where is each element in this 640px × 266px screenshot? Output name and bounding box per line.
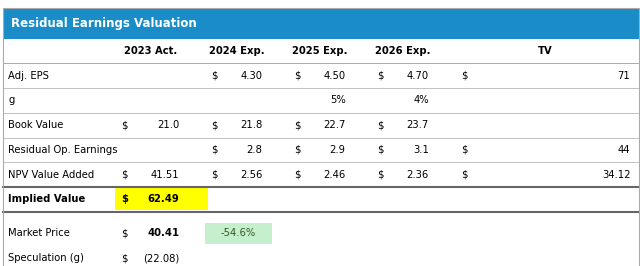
Text: 22.7: 22.7 — [323, 120, 346, 130]
Text: $: $ — [122, 170, 128, 180]
Text: 4.30: 4.30 — [241, 71, 262, 81]
Text: 21.8: 21.8 — [240, 120, 262, 130]
Text: 34.12: 34.12 — [602, 170, 630, 180]
Text: 2024 Exp.: 2024 Exp. — [209, 46, 264, 56]
Text: $: $ — [122, 228, 128, 238]
Text: $: $ — [211, 170, 218, 180]
Text: Speculation (g): Speculation (g) — [8, 253, 84, 263]
Text: $: $ — [378, 71, 384, 81]
Text: 4.50: 4.50 — [323, 71, 346, 81]
Text: 4%: 4% — [413, 95, 429, 105]
Text: 2026 Exp.: 2026 Exp. — [376, 46, 431, 56]
Text: $: $ — [461, 71, 467, 81]
Text: Residual Earnings Valuation: Residual Earnings Valuation — [11, 17, 196, 30]
Text: 2.36: 2.36 — [406, 170, 429, 180]
Text: g: g — [8, 95, 15, 105]
Text: $: $ — [461, 145, 467, 155]
Text: Book Value: Book Value — [8, 120, 64, 130]
Text: $: $ — [378, 170, 384, 180]
Text: $: $ — [378, 120, 384, 130]
Text: $: $ — [294, 145, 301, 155]
Text: 5%: 5% — [330, 95, 346, 105]
Text: $: $ — [122, 253, 128, 263]
Text: 71: 71 — [618, 71, 630, 81]
Text: $: $ — [211, 71, 218, 81]
Text: Market Price: Market Price — [8, 228, 70, 238]
Text: $: $ — [211, 120, 218, 130]
Text: $: $ — [122, 120, 128, 130]
FancyBboxPatch shape — [115, 188, 208, 210]
Text: $: $ — [122, 194, 129, 204]
Text: 2.9: 2.9 — [330, 145, 346, 155]
Text: 3.1: 3.1 — [413, 145, 429, 155]
Text: Residual Op. Earnings: Residual Op. Earnings — [8, 145, 118, 155]
Text: $: $ — [294, 170, 301, 180]
Text: 2.56: 2.56 — [240, 170, 262, 180]
Text: 41.51: 41.51 — [150, 170, 179, 180]
Text: -54.6%: -54.6% — [221, 228, 256, 238]
Text: $: $ — [461, 170, 467, 180]
Text: 62.49: 62.49 — [147, 194, 179, 204]
Text: $: $ — [211, 145, 218, 155]
Text: 2.46: 2.46 — [323, 170, 346, 180]
Text: Implied Value: Implied Value — [8, 194, 86, 204]
Text: 2.8: 2.8 — [246, 145, 262, 155]
FancyBboxPatch shape — [3, 8, 639, 39]
Text: 23.7: 23.7 — [406, 120, 429, 130]
Text: Adj. EPS: Adj. EPS — [8, 71, 49, 81]
Text: (22.08): (22.08) — [143, 253, 179, 263]
Text: 21.0: 21.0 — [157, 120, 179, 130]
Text: 2023 Act.: 2023 Act. — [124, 46, 177, 56]
Text: 40.41: 40.41 — [147, 228, 179, 238]
Text: $: $ — [294, 71, 301, 81]
Text: 2025 Exp.: 2025 Exp. — [292, 46, 348, 56]
Text: $: $ — [378, 145, 384, 155]
Text: 4.70: 4.70 — [406, 71, 429, 81]
Text: $: $ — [294, 120, 301, 130]
Text: 44: 44 — [618, 145, 630, 155]
Text: TV: TV — [538, 46, 553, 56]
FancyBboxPatch shape — [205, 223, 272, 244]
Text: NPV Value Added: NPV Value Added — [8, 170, 95, 180]
